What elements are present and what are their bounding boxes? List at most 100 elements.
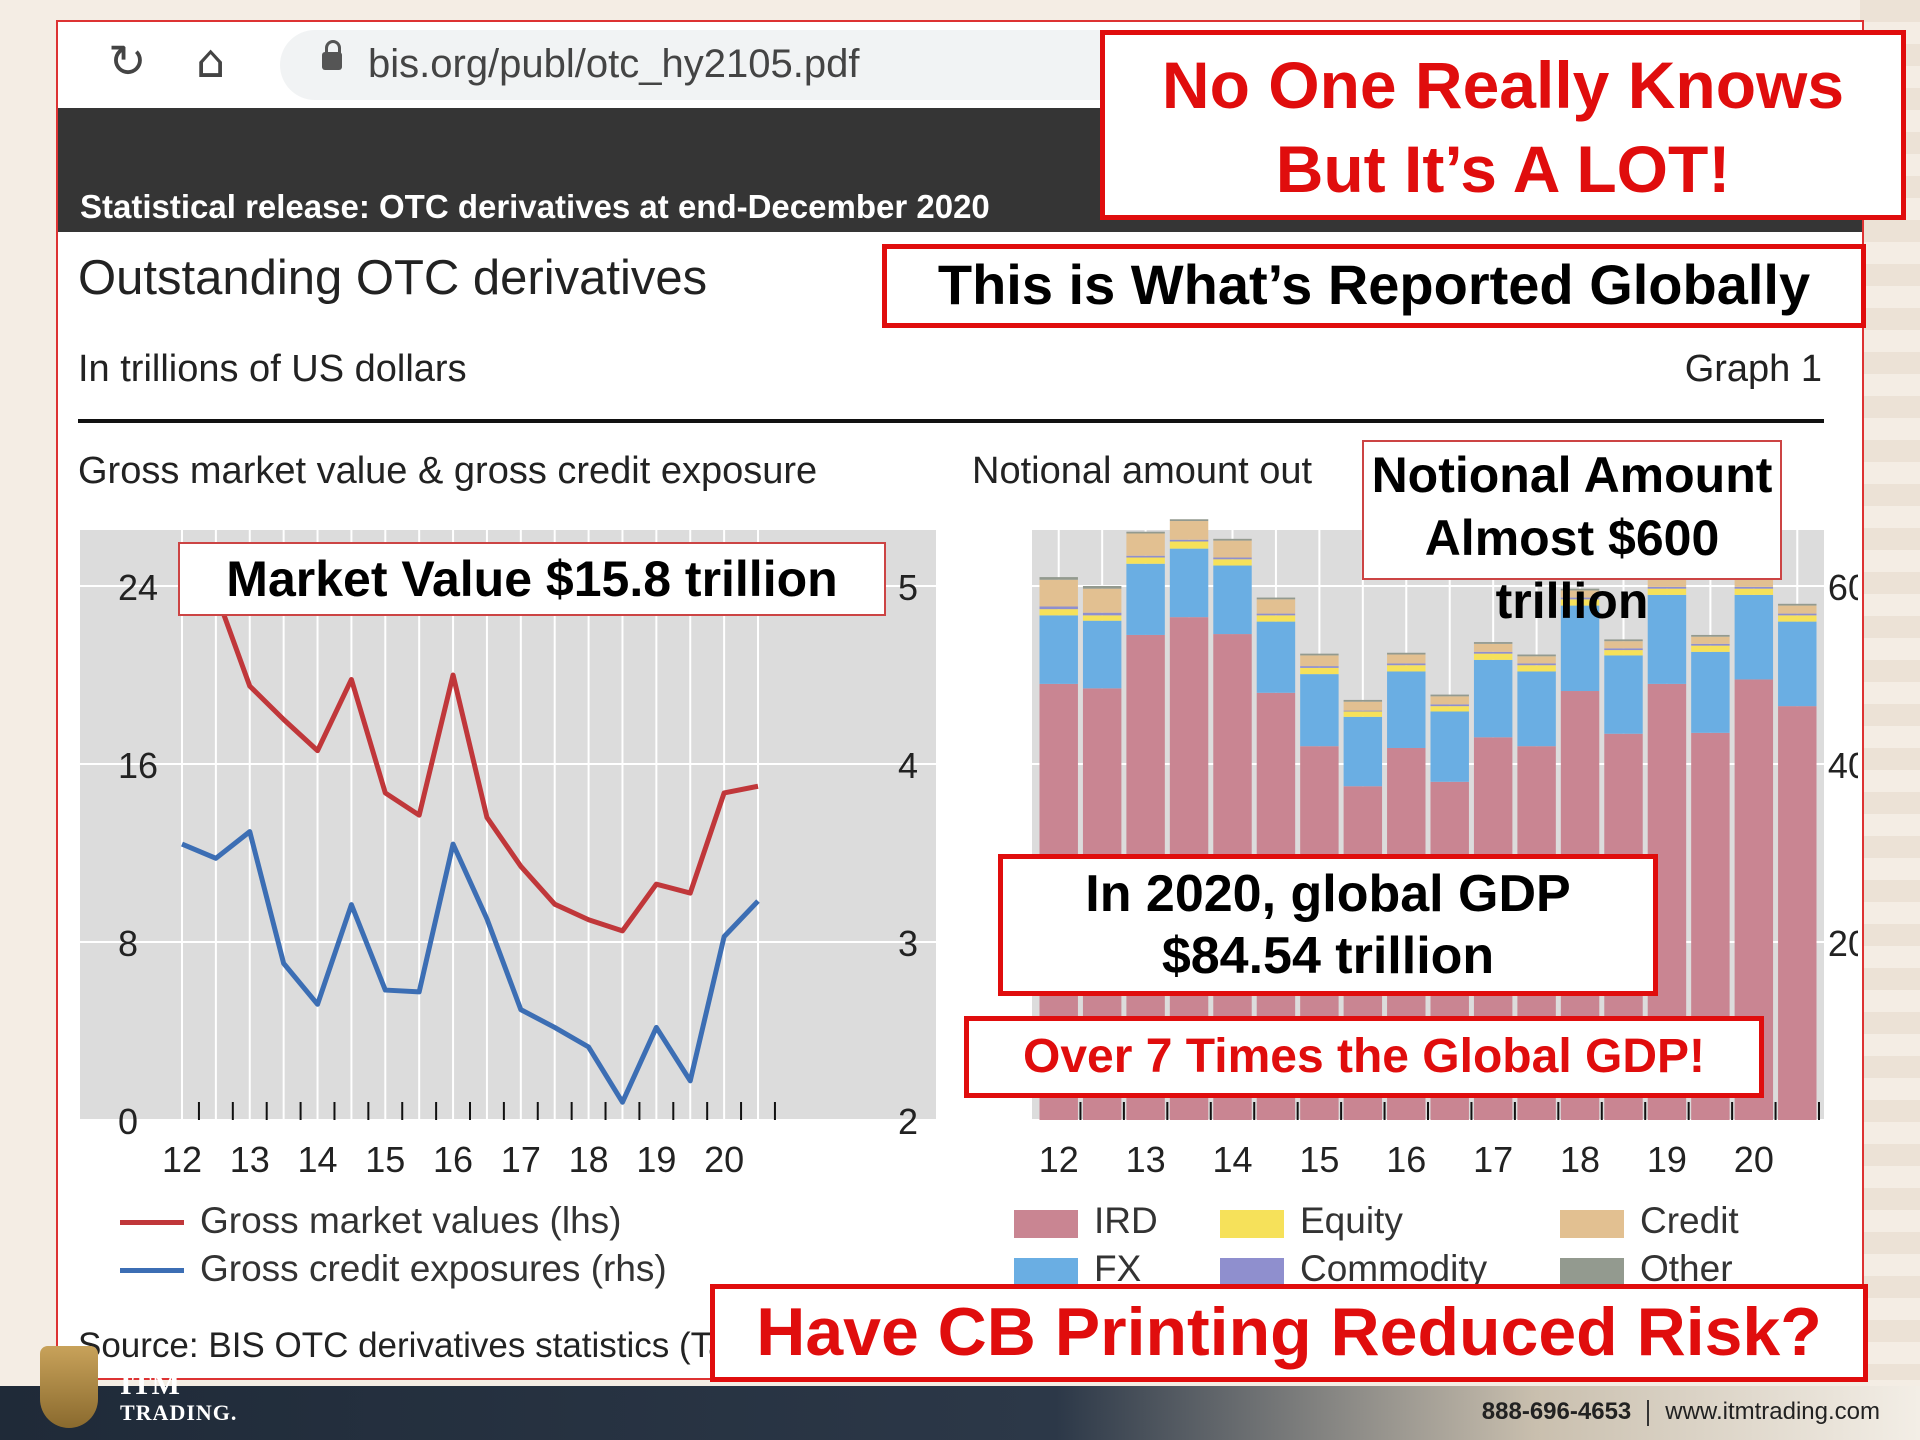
bar-other	[1126, 531, 1165, 534]
bar-equity	[1343, 711, 1383, 717]
reload-icon[interactable]: ↻	[108, 34, 147, 88]
x-tick-label: 20	[1734, 1139, 1774, 1180]
x-tick-label: 19	[1647, 1139, 1687, 1180]
logo-subtext: TRADING.	[120, 1400, 238, 1425]
legend-swatch-gross-market	[120, 1220, 184, 1225]
line-plot-area	[80, 530, 936, 1120]
document-frame: ↻ ⌂ bis.org/publ/otc_hy2105.pdf Statisti…	[56, 20, 1864, 1380]
bar-credit	[1734, 578, 1774, 587]
series-gross-market-values	[181, 579, 759, 934]
bar-equity	[1430, 706, 1469, 712]
bar-credit	[1169, 521, 1209, 540]
bar-credit	[1604, 641, 1643, 649]
y-tick-right: 400	[1828, 745, 1858, 786]
legend-swatch-ird	[1014, 1210, 1078, 1238]
bar-fx	[1343, 716, 1383, 787]
callout-gdp-line-2: $84.54 trillion	[1161, 927, 1495, 985]
bar-credit	[1343, 701, 1383, 711]
callout-reported: This is What’s Reported Globally	[882, 244, 1866, 328]
callout-notional-line-3: trillion	[1495, 573, 1649, 629]
bar-credit	[1473, 643, 1513, 652]
x-tick-label: 17	[1473, 1139, 1513, 1180]
release-header: Statistical release: OTC derivatives at …	[80, 188, 990, 225]
bar-equity	[1387, 665, 1426, 672]
bar-fx	[1039, 615, 1078, 684]
bar-fx	[1778, 621, 1817, 707]
callout-notional-line-1: Notional Amount	[1371, 447, 1773, 503]
y-tick-left: 0	[118, 1101, 138, 1142]
bar-equity	[1473, 653, 1513, 660]
x-tick-label: 18	[569, 1139, 609, 1180]
legend-label-commodity: Commodity	[1300, 1248, 1488, 1289]
bar-equity	[1082, 615, 1122, 621]
callout-top-line-1: No One Really Knows	[1161, 48, 1845, 122]
report-subtitle: In trillions of US dollars	[78, 348, 467, 390]
itm-logo-icon	[40, 1346, 98, 1428]
bar-fx	[1300, 674, 1339, 747]
source-note: Source: BIS OTC derivatives statistics (…	[78, 1326, 736, 1365]
bar-other	[1169, 519, 1209, 522]
bar-credit	[1647, 579, 1687, 587]
bar-other	[1082, 586, 1122, 589]
callout-notional: Notional Amount Almost $600 trillion	[1362, 440, 1782, 629]
callout-gdp-line-1: In 2020, global GDP	[1085, 865, 1571, 923]
legend-label-equity: Equity	[1300, 1200, 1403, 1241]
y-tick-left: 16	[118, 745, 158, 786]
home-icon[interactable]: ⌂	[196, 34, 226, 88]
bar-credit	[1560, 590, 1600, 598]
bar-equity	[1039, 609, 1078, 616]
footer-separator	[1647, 1399, 1650, 1426]
bar-other	[1256, 597, 1296, 600]
bar-commodity	[1343, 710, 1383, 712]
bar-other	[1517, 654, 1556, 657]
footer-bar	[0, 1386, 1920, 1440]
y-tick-left: 8	[118, 923, 138, 964]
legend-label-gross-credit: Gross credit exposures (rhs)	[200, 1248, 667, 1289]
footer-website[interactable]: www.itmtrading.com	[1665, 1398, 1880, 1425]
title-divider	[78, 419, 1824, 423]
bar-credit	[1082, 588, 1122, 613]
bar-equity	[1560, 599, 1600, 606]
bar-equity	[1300, 667, 1339, 675]
bar-equity	[1604, 650, 1643, 656]
bar-commodity	[1082, 612, 1122, 616]
bar-commodity	[1213, 557, 1252, 560]
bar-commodity	[1560, 597, 1600, 600]
x-tick-label: 15	[1299, 1139, 1339, 1180]
bar-equity	[1734, 588, 1774, 595]
bar-equity	[1778, 615, 1817, 622]
bar-other	[1691, 634, 1730, 637]
legend-swatch-credit	[1560, 1210, 1624, 1238]
bar-other	[1343, 699, 1383, 702]
x-tick-label: 17	[501, 1139, 541, 1180]
bar-other	[1430, 694, 1469, 697]
x-tick-label: 19	[636, 1139, 676, 1180]
line-chart-title: Gross market value & gross credit exposu…	[78, 450, 818, 492]
footer-phone[interactable]: 888-696-4653	[1481, 1398, 1632, 1425]
bar-commodity	[1647, 586, 1687, 589]
x-tick-label: 12	[162, 1139, 202, 1180]
x-tick-label: 12	[1039, 1139, 1079, 1180]
y-tick-right: 2	[898, 1101, 918, 1142]
bar-other	[1778, 603, 1817, 606]
x-tick-label: 18	[1560, 1139, 1600, 1180]
logo-text: ITM	[120, 1368, 180, 1401]
bar-commodity	[1734, 586, 1774, 589]
legend-label-gross-market: Gross market values (lhs)	[200, 1200, 622, 1241]
bar-fx	[1560, 605, 1600, 692]
bar-fx	[1604, 655, 1643, 734]
x-tick-label: 13	[1126, 1139, 1166, 1180]
bar-equity	[1256, 615, 1296, 622]
bar-other	[1300, 653, 1339, 656]
bar-fx	[1647, 594, 1687, 684]
bar-credit	[1387, 654, 1426, 664]
bar-commodity	[1517, 663, 1556, 666]
bar-commodity	[1778, 613, 1817, 616]
bar-equity	[1691, 645, 1730, 652]
bar-commodity	[1430, 704, 1469, 707]
bar-commodity	[1691, 643, 1730, 646]
bar-credit	[1039, 579, 1078, 607]
legend-label-credit: Credit	[1640, 1200, 1739, 1241]
y-tick-right: 600	[1828, 567, 1858, 608]
x-tick-label: 15	[365, 1139, 405, 1180]
